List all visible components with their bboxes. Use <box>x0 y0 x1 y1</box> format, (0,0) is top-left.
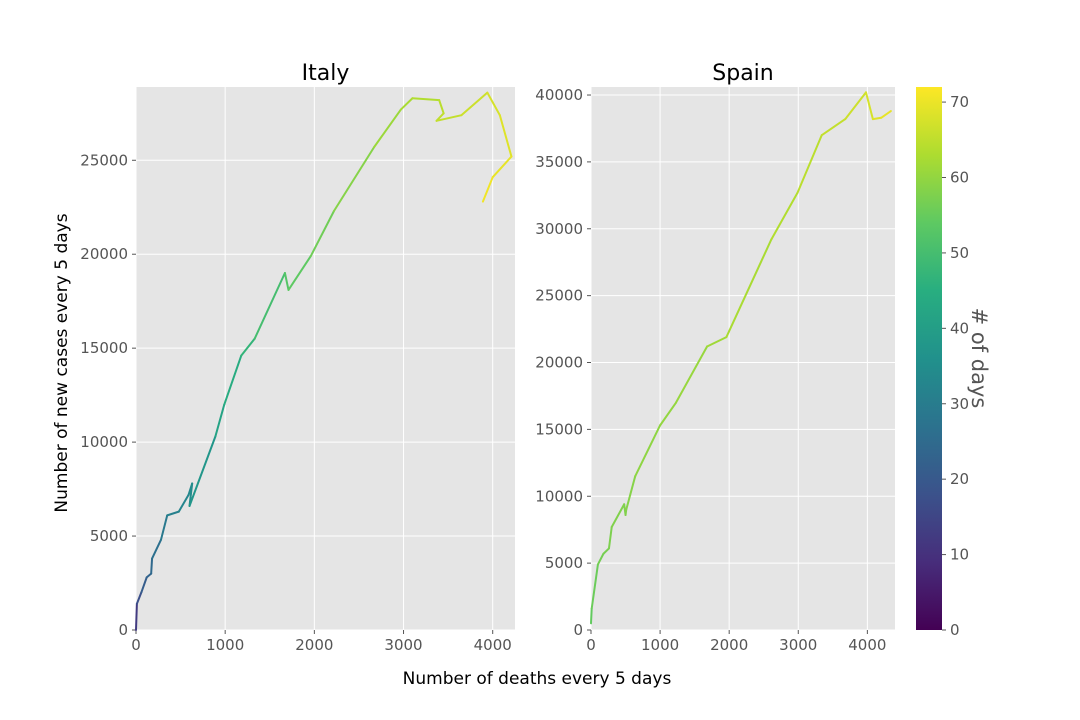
italy-series-0-segment-21 <box>399 97 414 111</box>
spain-series-0-segment-12 <box>706 336 728 348</box>
spain-series-0-segment-13 <box>725 238 773 339</box>
italy-series-0-segment-25 <box>435 114 463 122</box>
spain-y-tick-label-4: 20000 <box>535 354 583 372</box>
italy-series-0-segment-8 <box>177 493 190 513</box>
spain-y-tick-label-6: 30000 <box>535 220 583 238</box>
spain-series-0-segment-2 <box>596 552 605 566</box>
spain-x-tick-label-4: 4000 <box>848 636 886 654</box>
italy-series-0-segment-27 <box>486 91 501 117</box>
spain-x-tick-label-3: 3000 <box>779 636 817 654</box>
italy-series-0-segment-15 <box>253 272 286 340</box>
colorbar-label: # of days <box>967 308 991 409</box>
colorbar-tick-label-2: 20 <box>950 470 969 488</box>
italy-panel: 0 1000 2000 3000 4000 0 5000 10000 15000 20000 250… <box>80 61 515 654</box>
colorbar-gradient <box>916 87 942 630</box>
italy-series-0-segment-28 <box>498 114 513 158</box>
spain-x-tick-label-0: 0 <box>586 636 596 654</box>
spain-series-0-segment-15 <box>796 134 823 194</box>
italy-series-0-segment-29 <box>491 155 513 179</box>
italy-series-0-segment-4 <box>150 557 154 575</box>
spain-series-0-segment-1 <box>590 563 599 610</box>
spain-series-0-segment-9 <box>634 424 662 478</box>
italy-series-0-segment-12 <box>214 403 226 438</box>
italy-series-0-segment-2 <box>140 576 148 594</box>
spain-series-0-segment-3 <box>602 547 610 555</box>
spain-series-0-segment-8 <box>625 475 637 511</box>
italy-series-0-segment-19 <box>332 146 376 213</box>
italy-series-0-segment-0 <box>135 602 138 631</box>
spain-series-0-segment-20 <box>880 110 892 119</box>
colorbar-tick-label-7: 70 <box>950 93 969 111</box>
colorbar-tick-label-3: 30 <box>950 395 969 413</box>
italy-y-tick-label-4: 20000 <box>80 245 128 263</box>
italy-series-0-segment-20 <box>373 108 402 149</box>
italy-series-0-segment-17 <box>287 255 312 291</box>
colorbar-tick-label-5: 50 <box>950 244 969 262</box>
spain-plot-area <box>591 87 895 630</box>
shared-ylabel: Number of new cases every 5 days <box>52 213 72 512</box>
italy-x-tick-label-0: 0 <box>131 636 141 654</box>
spain-y-tick-label-5: 25000 <box>535 287 583 305</box>
italy-series-0-segment-22 <box>411 97 441 102</box>
spain-y-tick-label-1: 5000 <box>545 554 583 572</box>
spain-y-tick-label-8: 40000 <box>535 86 583 104</box>
spain-series-0-segment-10 <box>659 401 677 427</box>
spain-series-0-segment-11 <box>674 345 709 404</box>
italy-series-0-segment-13 <box>223 354 243 406</box>
italy-series-0-segment-5 <box>151 538 162 560</box>
italy-series-0-segment-23 <box>438 99 445 115</box>
italy-y-tick-label-2: 10000 <box>80 433 128 451</box>
spain-y-tick-label-3: 15000 <box>535 420 583 438</box>
spain-series-0-segment-14 <box>770 191 799 241</box>
spain-y-tick-label-0: 0 <box>573 621 583 639</box>
italy-y-tick-label-3: 15000 <box>80 339 128 357</box>
spain-series-0-segment-17 <box>844 91 867 121</box>
spain-y-tick-label-2: 10000 <box>535 487 583 505</box>
spain-title: Spain <box>712 61 773 86</box>
italy-y-tick-label-5: 25000 <box>80 151 128 169</box>
spain-series-0-segment-19 <box>871 116 883 121</box>
italy-series-0-segment-18 <box>309 210 335 258</box>
italy-x-tick-label-3: 3000 <box>384 636 422 654</box>
italy-series-0-segment-7 <box>166 510 180 517</box>
colorbar-tick-label-4: 40 <box>950 319 969 337</box>
italy-plot-area <box>136 87 515 630</box>
italy-series-0-segment-30 <box>481 176 494 203</box>
colorbar-tick-label-1: 10 <box>950 546 969 564</box>
spain-series-0-segment-16 <box>820 118 847 137</box>
italy-x-tick-label-4: 4000 <box>474 636 512 654</box>
spain-series-0-segment-18 <box>864 91 874 121</box>
spain-series-0-segment-0 <box>590 607 593 625</box>
colorbar-tick-label-0: 0 <box>950 621 960 639</box>
italy-title: Italy <box>302 61 350 86</box>
italy-series-0-segment-6 <box>159 514 169 541</box>
italy-series-0-segment-1 <box>135 591 143 605</box>
italy-y-tick-label-0: 0 <box>118 621 128 639</box>
italy-x-tick-label-1: 1000 <box>206 636 244 654</box>
italy-series-0-segment-16 <box>283 272 290 291</box>
italy-series-0-segment-26 <box>460 91 489 117</box>
spain-y-tick-label-7: 35000 <box>535 153 583 171</box>
spain-series-0-segment-4 <box>607 526 613 550</box>
colorbar: 0 10 20 30 40 50 60 70 <box>916 87 969 639</box>
italy-series-0-segment-11 <box>188 435 217 507</box>
italy-series-0-segment-14 <box>240 337 256 357</box>
spain-x-tick-label-1: 1000 <box>641 636 679 654</box>
italy-y-tick-label-1: 5000 <box>90 527 128 545</box>
spain-series-0-segment-5 <box>610 503 626 529</box>
spain-x-tick-label-2: 2000 <box>710 636 748 654</box>
shared-xlabel: Number of deaths every 5 days <box>403 669 672 689</box>
italy-x-tick-label-2: 2000 <box>295 636 333 654</box>
spain-panel: 0 1000 2000 3000 400005000100001500020000250… <box>535 61 895 654</box>
colorbar-tick-label-6: 60 <box>950 169 969 187</box>
